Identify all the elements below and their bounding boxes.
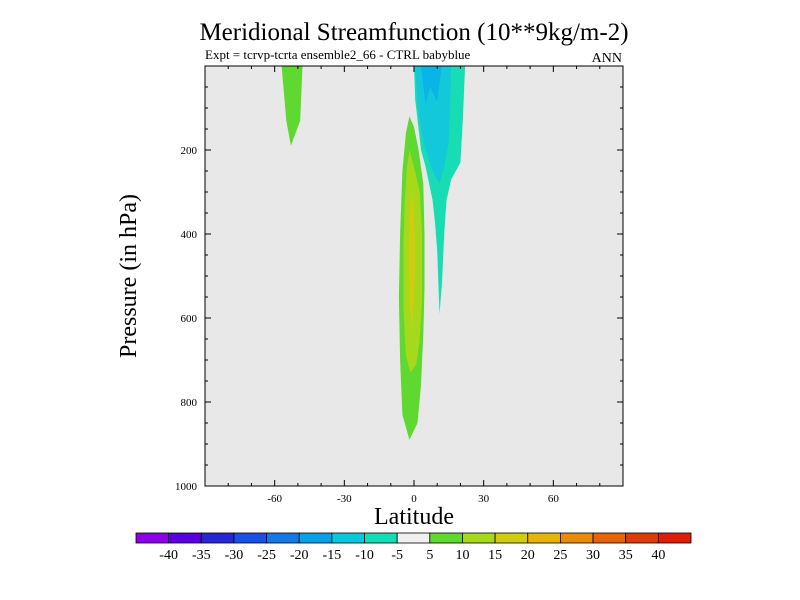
colorbar-swatch	[266, 532, 300, 544]
plot-area	[205, 66, 623, 486]
x-tick-label: 30	[478, 493, 490, 505]
x-tick-label: -60	[267, 493, 282, 505]
colorbar-swatch	[429, 532, 463, 544]
y-tick-label: 200	[181, 145, 198, 157]
x-tick-label: 0	[411, 493, 417, 505]
colorbar-label: 35	[619, 548, 633, 563]
colorbar-label: 5	[426, 548, 433, 563]
colorbar-label: -40	[159, 548, 178, 563]
colorbar: -40 -35 -30 -25 -20 -15 -10 -5 5 10 15 20 25 30 35 40	[135, 532, 692, 563]
colorbar-swatch	[494, 532, 529, 544]
colorbar-swatch	[560, 532, 594, 544]
contour-equatorial-positive-core	[408, 192, 416, 327]
colorbar-label: -5	[391, 548, 403, 563]
colorbar-label: -30	[225, 548, 244, 563]
y-tick-label: 600	[181, 313, 198, 325]
colorbar-swatch	[527, 532, 561, 544]
colorbar-swatch	[200, 532, 235, 544]
colorbar-swatch	[657, 532, 692, 544]
colorbar-swatch	[168, 532, 202, 544]
colorbar-swatch	[364, 532, 398, 544]
colorbar-label: 40	[651, 548, 665, 563]
x-tick-label: 60	[548, 493, 560, 505]
season-label: ANN	[592, 51, 622, 66]
colorbar-label: 10	[455, 548, 469, 563]
colorbar-swatch	[462, 532, 496, 544]
colorbar-swatch	[625, 532, 659, 544]
axes: -60 -30 0 30 60 200 400 600 800 1000	[175, 65, 624, 505]
colorbar-label: 15	[488, 548, 502, 563]
contour-nh-positive-cell-50s	[281, 66, 303, 146]
contour-equatorial-negative-middle	[415, 66, 452, 184]
x-tick-label: -30	[337, 493, 352, 505]
y-axis-label: Pressure (in hPa)	[116, 194, 142, 358]
chart-subtitle: Expt = tcrvp-tcrta ensemble2_66 - CTRL b…	[205, 47, 471, 62]
colorbar-label: -20	[290, 548, 309, 563]
chart-title: Meridional Streamfunction (10**9kg/m-2)	[199, 19, 628, 46]
colorbar-label: 30	[586, 548, 600, 563]
y-tick-label: 800	[181, 397, 198, 409]
colorbar-label: 20	[521, 548, 535, 563]
colorbar-swatch	[396, 532, 431, 544]
colorbar-swatch	[298, 532, 333, 544]
colorbar-swatch	[331, 532, 365, 544]
colorbar-swatch	[135, 532, 170, 544]
y-tick-label: 400	[181, 229, 198, 241]
x-axis-label: Latitude	[374, 504, 454, 530]
colorbar-label: -35	[192, 548, 211, 563]
y-tick-label: 1000	[175, 481, 198, 493]
colorbar-swatch	[592, 532, 627, 544]
colorbar-label: -15	[323, 548, 342, 563]
colorbar-label: -25	[257, 548, 276, 563]
colorbar-label: 25	[553, 548, 567, 563]
colorbar-swatch	[233, 532, 267, 544]
colorbar-label: -10	[355, 548, 374, 563]
contour-equatorial-negative-core	[421, 66, 442, 104]
